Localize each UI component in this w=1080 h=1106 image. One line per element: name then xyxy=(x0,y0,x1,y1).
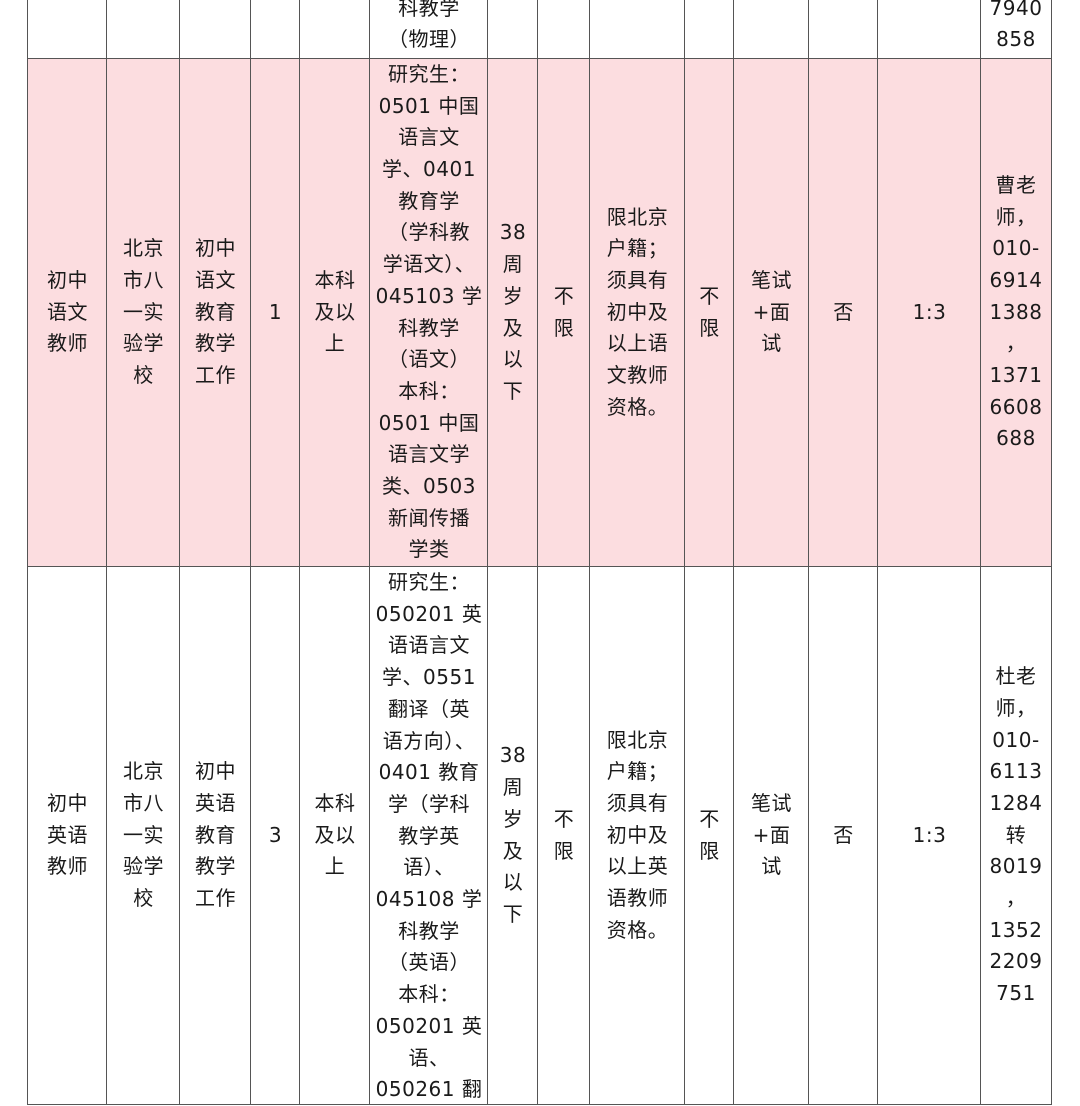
major-text: 科教学 （物理） xyxy=(388,0,470,52)
political-status-text: 不 限 xyxy=(699,283,720,340)
cell-position: 初中 语文 教师 xyxy=(27,59,107,567)
cell-headcount: 1 xyxy=(250,59,300,567)
cell-gender: 不 限 xyxy=(537,567,590,1105)
contact-text: 杜老 师， 010- 6113 1284 转 8019 ， 1352 2209 … xyxy=(989,664,1043,1006)
cell-contact: 杜老 师， 010- 6113 1284 转 8019 ， 1352 2209 … xyxy=(980,567,1052,1105)
education-text: 本科 及以 上 xyxy=(314,267,356,356)
cell-gender xyxy=(537,0,590,59)
school-text: 北京 市八 一实 验学 校 xyxy=(123,759,164,911)
position-text: 初中 语文 教师 xyxy=(47,267,88,356)
major-text: 研究生： 050201 英 语语言文 学、0551 翻译（英 语方向）、 040… xyxy=(375,570,483,1102)
cell-headcount xyxy=(250,0,300,59)
cell-major: 研究生： 050201 英 语语言文 学、0551 翻译（英 语方向）、 040… xyxy=(369,567,488,1105)
cell-gender: 不 限 xyxy=(537,59,590,567)
cell-education: 本科 及以 上 xyxy=(299,567,370,1105)
cell-job-content: 初中 语文 教育 教学 工作 xyxy=(179,59,251,567)
cell-school xyxy=(106,0,180,59)
cell-political-status: 不 限 xyxy=(684,567,734,1105)
cell-school: 北京 市八 一实 验学 校 xyxy=(106,59,180,567)
ratio-text: 1:3 xyxy=(912,299,947,324)
cell-contact: 7940 858 xyxy=(980,0,1052,59)
job-content-text: 初中 语文 教育 教学 工作 xyxy=(195,236,236,388)
cell-political-status xyxy=(684,0,734,59)
cell-contact: 曹老 师， 010- 6914 1388 ， 1371 6608 688 xyxy=(980,59,1052,567)
cell-age: 38 周 岁 及 以 下 xyxy=(487,567,538,1105)
other-requirements-text: 限北京 户籍； 须具有 初中及 以上语 文教师 资格。 xyxy=(606,204,669,419)
cell-position xyxy=(27,0,107,59)
cell-ratio: 1:3 xyxy=(877,59,981,567)
table-row: 初中 语文 教师 北京 市八 一实 验学 校初中 语文 教育 教学 工作 1 本科 及… xyxy=(27,59,1052,567)
job-content-text: 初中 英语 教育 教学 工作 xyxy=(195,759,236,911)
cell-exam-method: 笔试 +面 试 xyxy=(733,59,809,567)
cell-age xyxy=(487,0,538,59)
cell-school: 北京 市八 一实 验学 校 xyxy=(106,567,180,1105)
cell-ratio xyxy=(877,0,981,59)
gender-text: 不 限 xyxy=(553,806,575,863)
age-text: 38 周 岁 及 以 下 xyxy=(499,743,527,926)
cell-age: 38 周 岁 及 以 下 xyxy=(487,59,538,567)
cell-direct-hire: 否 xyxy=(808,59,878,567)
headcount-text: 3 xyxy=(268,822,283,847)
major-text: 研究生： 0501 中国 语言文 学、0401 教育学 （学科教 学语文）、 0… xyxy=(375,61,483,562)
cell-ratio: 1:3 xyxy=(877,567,981,1105)
cell-education: 本科 及以 上 xyxy=(299,59,370,567)
cell-other-requirements xyxy=(589,0,685,59)
cell-exam-method xyxy=(733,0,809,59)
cell-direct-hire: 否 xyxy=(808,567,878,1105)
exam-method-text: 笔试 +面 试 xyxy=(751,267,792,356)
position-text: 初中 英语 教师 xyxy=(47,790,88,879)
contact-text: 曹老 师， 010- 6914 1388 ， 1371 6608 688 xyxy=(989,172,1043,451)
contact-text: 7940 858 xyxy=(989,0,1043,52)
cell-headcount: 3 xyxy=(250,567,300,1105)
political-status-text: 不 限 xyxy=(699,806,720,863)
school-text: 北京 市八 一实 验学 校 xyxy=(123,236,164,388)
table-row: 初中 英语 教师 北京 市八 一实 验学 校初中 英语 教育 教学 工作 3 本科 及… xyxy=(27,567,1052,1105)
direct-hire-text: 否 xyxy=(833,822,854,847)
cell-job-content xyxy=(179,0,251,59)
exam-method-text: 笔试 +面 试 xyxy=(751,790,792,879)
cell-other-requirements: 限北京 户籍； 须具有 初中及 以上语 文教师 资格。 xyxy=(589,59,685,567)
cell-major: 科教学 （物理） xyxy=(369,0,488,59)
cell-education xyxy=(299,0,370,59)
table-row: 科教学 （物理） 7940 858 xyxy=(27,0,1052,59)
cell-exam-method: 笔试 +面 试 xyxy=(733,567,809,1105)
cell-major: 研究生： 0501 中国 语言文 学、0401 教育学 （学科教 学语文）、 0… xyxy=(369,59,488,567)
gender-text: 不 限 xyxy=(553,283,575,340)
other-requirements-text: 限北京 户籍； 须具有 初中及 以上英 语教师 资格。 xyxy=(606,727,669,942)
education-text: 本科 及以 上 xyxy=(314,790,356,879)
cell-position: 初中 英语 教师 xyxy=(27,567,107,1105)
cell-job-content: 初中 英语 教育 教学 工作 xyxy=(179,567,251,1105)
ratio-text: 1:3 xyxy=(912,822,947,847)
cell-political-status: 不 限 xyxy=(684,59,734,567)
age-text: 38 周 岁 及 以 下 xyxy=(499,220,527,403)
cell-other-requirements: 限北京 户籍； 须具有 初中及 以上英 语教师 资格。 xyxy=(589,567,685,1105)
direct-hire-text: 否 xyxy=(833,299,854,324)
headcount-text: 1 xyxy=(268,299,283,324)
cell-direct-hire xyxy=(808,0,878,59)
